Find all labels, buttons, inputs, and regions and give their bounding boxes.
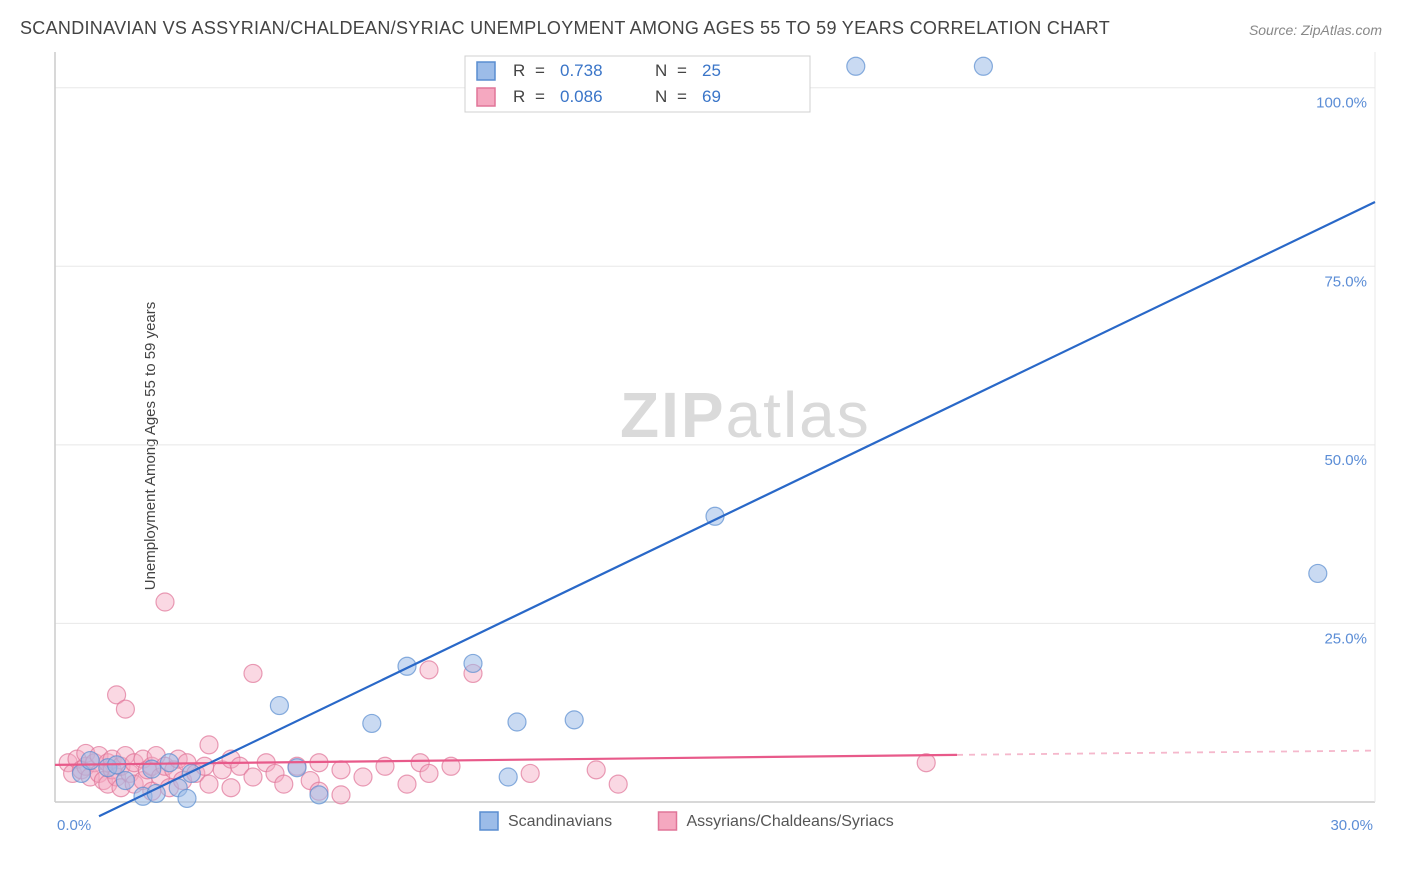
chart-plot-area: ZIPatlas 25.0% 50.0% 75.0% 100.0% 0.0% 30.0%… (50, 52, 1380, 842)
chart-svg: ZIPatlas 25.0% 50.0% 75.0% 100.0% 0.0% 30.0%… (50, 52, 1380, 842)
svg-text:N: N (655, 87, 667, 106)
svg-text:25.0%: 25.0% (1324, 630, 1367, 647)
chart-legend: Scandinavians Assyrians/Chaldeans/Syriacs (480, 812, 894, 830)
chart-title: SCANDINAVIAN VS ASSYRIAN/CHALDEAN/SYRIAC… (20, 18, 1110, 39)
svg-text:25: 25 (702, 61, 721, 80)
svg-text:0.086: 0.086 (560, 87, 603, 106)
source-attribution: Source: ZipAtlas.com (1249, 22, 1382, 38)
svg-text:=: = (535, 87, 545, 106)
grid-lines (55, 88, 1375, 624)
trend-line-blue (99, 202, 1375, 816)
svg-text:0.0%: 0.0% (57, 817, 91, 834)
svg-text:=: = (535, 61, 545, 80)
svg-text:N: N (655, 61, 667, 80)
y-tick-labels: 25.0% 50.0% 75.0% 100.0% (1316, 95, 1367, 648)
correlation-stats-box: R = 0.738 N = 25 R = 0.086 N = 69 (465, 56, 810, 112)
svg-text:0.738: 0.738 (560, 61, 603, 80)
svg-text:=: = (677, 87, 687, 106)
svg-text:30.0%: 30.0% (1330, 817, 1373, 834)
svg-text:R: R (513, 87, 525, 106)
svg-text:100.0%: 100.0% (1316, 95, 1367, 112)
svg-text:75.0%: 75.0% (1324, 273, 1367, 290)
svg-text:=: = (677, 61, 687, 80)
svg-text:50.0%: 50.0% (1324, 452, 1367, 469)
svg-text:R: R (513, 61, 525, 80)
trend-line-pink-dashed (957, 751, 1375, 755)
svg-text:Assyrians/Chaldeans/Syriacs: Assyrians/Chaldeans/Syriacs (687, 813, 894, 830)
svg-text:Scandinavians: Scandinavians (508, 813, 612, 830)
watermark-text: ZIPatlas (620, 379, 871, 451)
svg-text:69: 69 (702, 87, 721, 106)
